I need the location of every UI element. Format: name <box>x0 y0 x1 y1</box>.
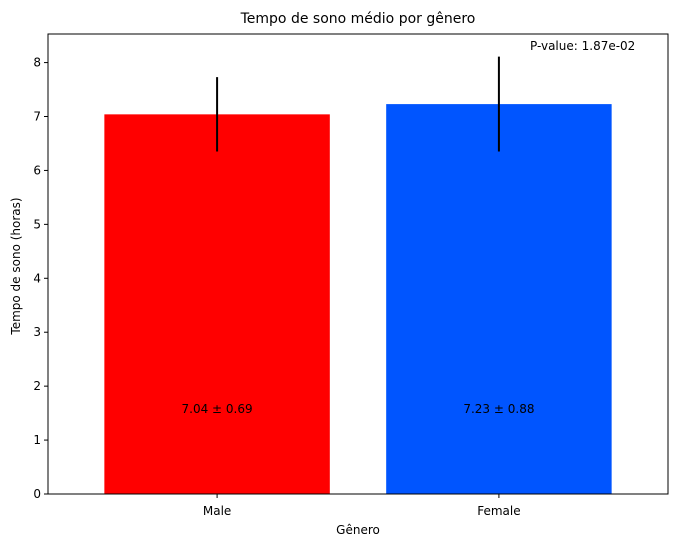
chart-title: Tempo de sono médio por gênero <box>240 11 476 27</box>
y-tick-label: 7 <box>33 110 41 124</box>
y-tick-label: 3 <box>33 325 41 339</box>
x-tick-label: Female <box>477 504 520 518</box>
y-tick-label: 8 <box>33 56 41 70</box>
p-value-annotation: P-value: 1.87e-02 <box>530 39 635 53</box>
bar-value-label: 7.04 ± 0.69 <box>182 402 253 416</box>
x-axis-label: Gênero <box>336 523 380 537</box>
plot-area: 7.04 ± 0.69 Male 7.23 ± 0.88 Female 0 1 2 3 4 5 6 7… <box>33 33 669 518</box>
y-tick-label: 4 <box>33 271 41 285</box>
bar-male <box>104 114 330 495</box>
bar-female <box>386 104 612 495</box>
y-tick-label: 1 <box>33 433 41 447</box>
bar-value-label: 7.23 ± 0.88 <box>463 402 534 416</box>
y-tick-label: 0 <box>33 487 41 501</box>
y-axis-label: Tempo de sono (horas) <box>9 197 23 335</box>
y-tick-label: 2 <box>33 379 41 393</box>
x-tick-label: Male <box>203 504 231 518</box>
plot-frame <box>47 33 669 495</box>
y-tick-label: 5 <box>33 217 41 231</box>
y-tick-label: 6 <box>33 163 41 177</box>
